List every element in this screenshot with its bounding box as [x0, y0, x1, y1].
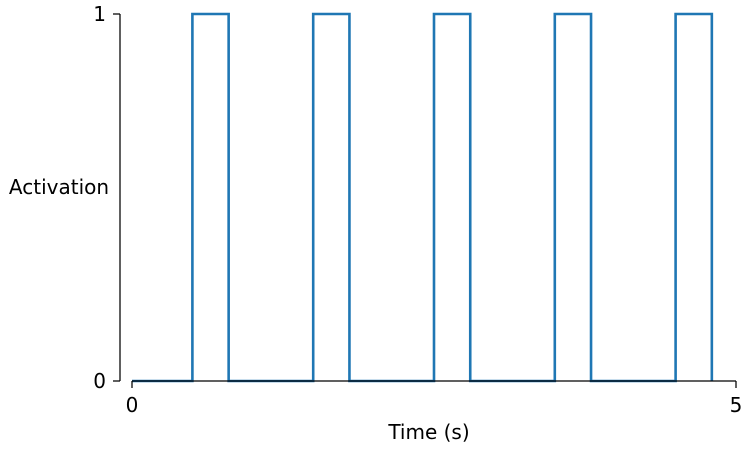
series-line-1	[132, 12, 714, 383]
plot-area	[132, 12, 714, 383]
y-axis-title: Activation	[9, 175, 109, 199]
y-tick-label-0: 0	[93, 369, 106, 393]
x-axis-title: Time (s)	[387, 420, 469, 444]
x-tick-label-0: 0	[126, 393, 139, 417]
y-axis-ticks: 01	[93, 2, 120, 393]
y-tick-label-1: 1	[93, 2, 106, 26]
x-tick-label-1: 5	[730, 393, 743, 417]
